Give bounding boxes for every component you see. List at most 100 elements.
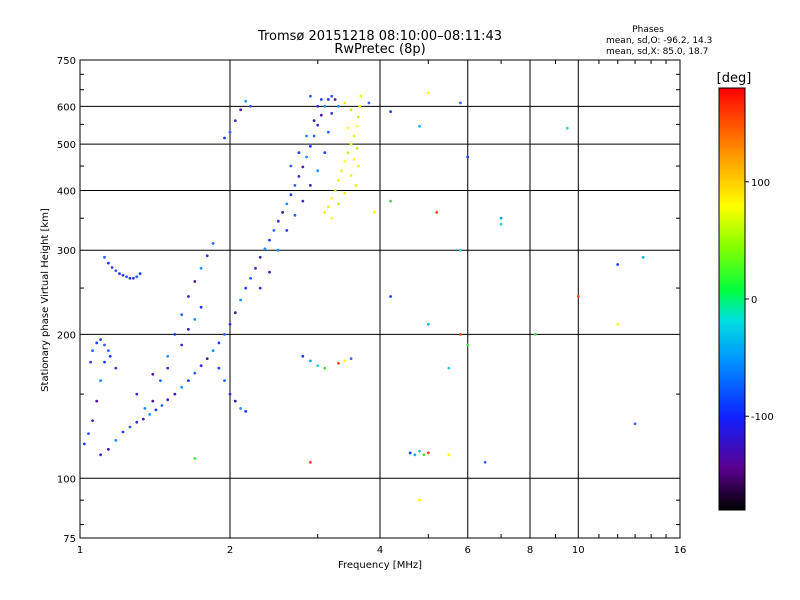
x-tick-label: 4 — [377, 545, 383, 556]
data-point — [89, 360, 92, 364]
data-point — [154, 408, 158, 412]
data-point — [466, 343, 470, 347]
data-point — [99, 379, 102, 383]
data-point — [297, 151, 301, 155]
data-point — [187, 327, 190, 331]
data-point — [319, 98, 323, 101]
data-point — [199, 305, 203, 309]
data-point — [228, 392, 232, 396]
data-point — [357, 115, 360, 119]
data-point — [107, 261, 110, 265]
data-point — [95, 399, 99, 403]
data-point — [151, 399, 155, 403]
data-point — [354, 184, 358, 187]
data-point — [343, 191, 347, 195]
data-point — [180, 313, 184, 316]
colorbar-ticks: 100 0 -100 — [745, 178, 774, 423]
data-points — [82, 91, 645, 502]
data-point — [118, 272, 121, 275]
data-point — [367, 101, 371, 105]
plot-frame — [79, 59, 681, 539]
data-point — [373, 211, 376, 214]
data-point — [326, 98, 330, 101]
data-point — [357, 164, 360, 168]
data-point — [132, 276, 135, 280]
data-point — [99, 453, 102, 457]
data-point — [110, 266, 114, 269]
data-point — [337, 361, 340, 365]
data-point — [389, 110, 392, 113]
data-point — [223, 136, 226, 140]
data-point — [323, 151, 327, 155]
data-point — [301, 354, 305, 358]
data-point — [312, 134, 316, 138]
x-tick-label: 16 — [674, 545, 687, 556]
data-point — [346, 126, 350, 130]
data-point — [103, 360, 106, 364]
y-tick-label: 400 — [57, 186, 76, 197]
data-point — [533, 333, 537, 336]
data-point — [309, 184, 312, 187]
data-point — [349, 108, 353, 112]
colorbar-tick-label: 100 — [751, 178, 770, 189]
data-point — [426, 322, 430, 326]
phases-line-o: mean, sd,O: -96.2, 14.3 — [606, 36, 712, 46]
x-tick-label: 6 — [465, 545, 471, 556]
data-point — [323, 104, 327, 108]
data-point — [173, 392, 177, 396]
data-point — [305, 155, 308, 159]
data-point — [565, 126, 569, 130]
data-point — [211, 242, 215, 245]
data-point — [459, 101, 462, 105]
data-point — [346, 151, 350, 155]
x-tick-label: 2 — [227, 545, 233, 556]
data-point — [239, 407, 243, 410]
data-point — [343, 160, 347, 163]
data-point — [114, 269, 118, 272]
colorbar-tick-label: 0 — [751, 295, 757, 306]
data-point — [244, 286, 248, 290]
data-point — [343, 359, 347, 363]
y-tick-label: 200 — [57, 330, 76, 341]
data-point — [319, 113, 323, 117]
x-axis-label: Frequency [MHz] — [338, 560, 422, 571]
data-point — [128, 276, 132, 280]
x-tick-label: 1 — [77, 545, 83, 556]
data-point — [289, 164, 293, 168]
data-point — [312, 119, 316, 122]
data-point — [309, 94, 312, 98]
data-point — [239, 108, 243, 112]
data-point — [330, 94, 334, 98]
data-point — [249, 276, 253, 280]
data-point — [337, 104, 340, 108]
data-point — [285, 229, 289, 232]
data-point — [138, 272, 142, 275]
data-point — [143, 407, 147, 410]
y-tick-label: 750 — [57, 56, 76, 67]
data-point — [263, 247, 267, 251]
data-point — [297, 175, 301, 178]
data-point — [333, 189, 337, 192]
data-point — [459, 333, 462, 336]
data-point — [91, 349, 94, 352]
colorbar — [718, 87, 746, 511]
phases-title: Phases — [632, 25, 664, 35]
data-point — [180, 343, 184, 347]
data-point — [239, 298, 243, 302]
data-point — [217, 366, 221, 370]
data-point — [301, 199, 305, 203]
data-point — [193, 457, 197, 460]
data-point — [223, 379, 226, 383]
data-point — [180, 385, 184, 389]
data-point — [285, 202, 289, 206]
data-point — [641, 255, 645, 259]
data-point — [483, 460, 487, 464]
data-point — [173, 333, 177, 336]
data-point — [323, 211, 327, 214]
data-point — [349, 174, 353, 177]
y-tick-label: 600 — [57, 102, 76, 113]
data-point — [343, 101, 347, 105]
data-point — [223, 333, 226, 336]
data-point — [258, 286, 262, 290]
